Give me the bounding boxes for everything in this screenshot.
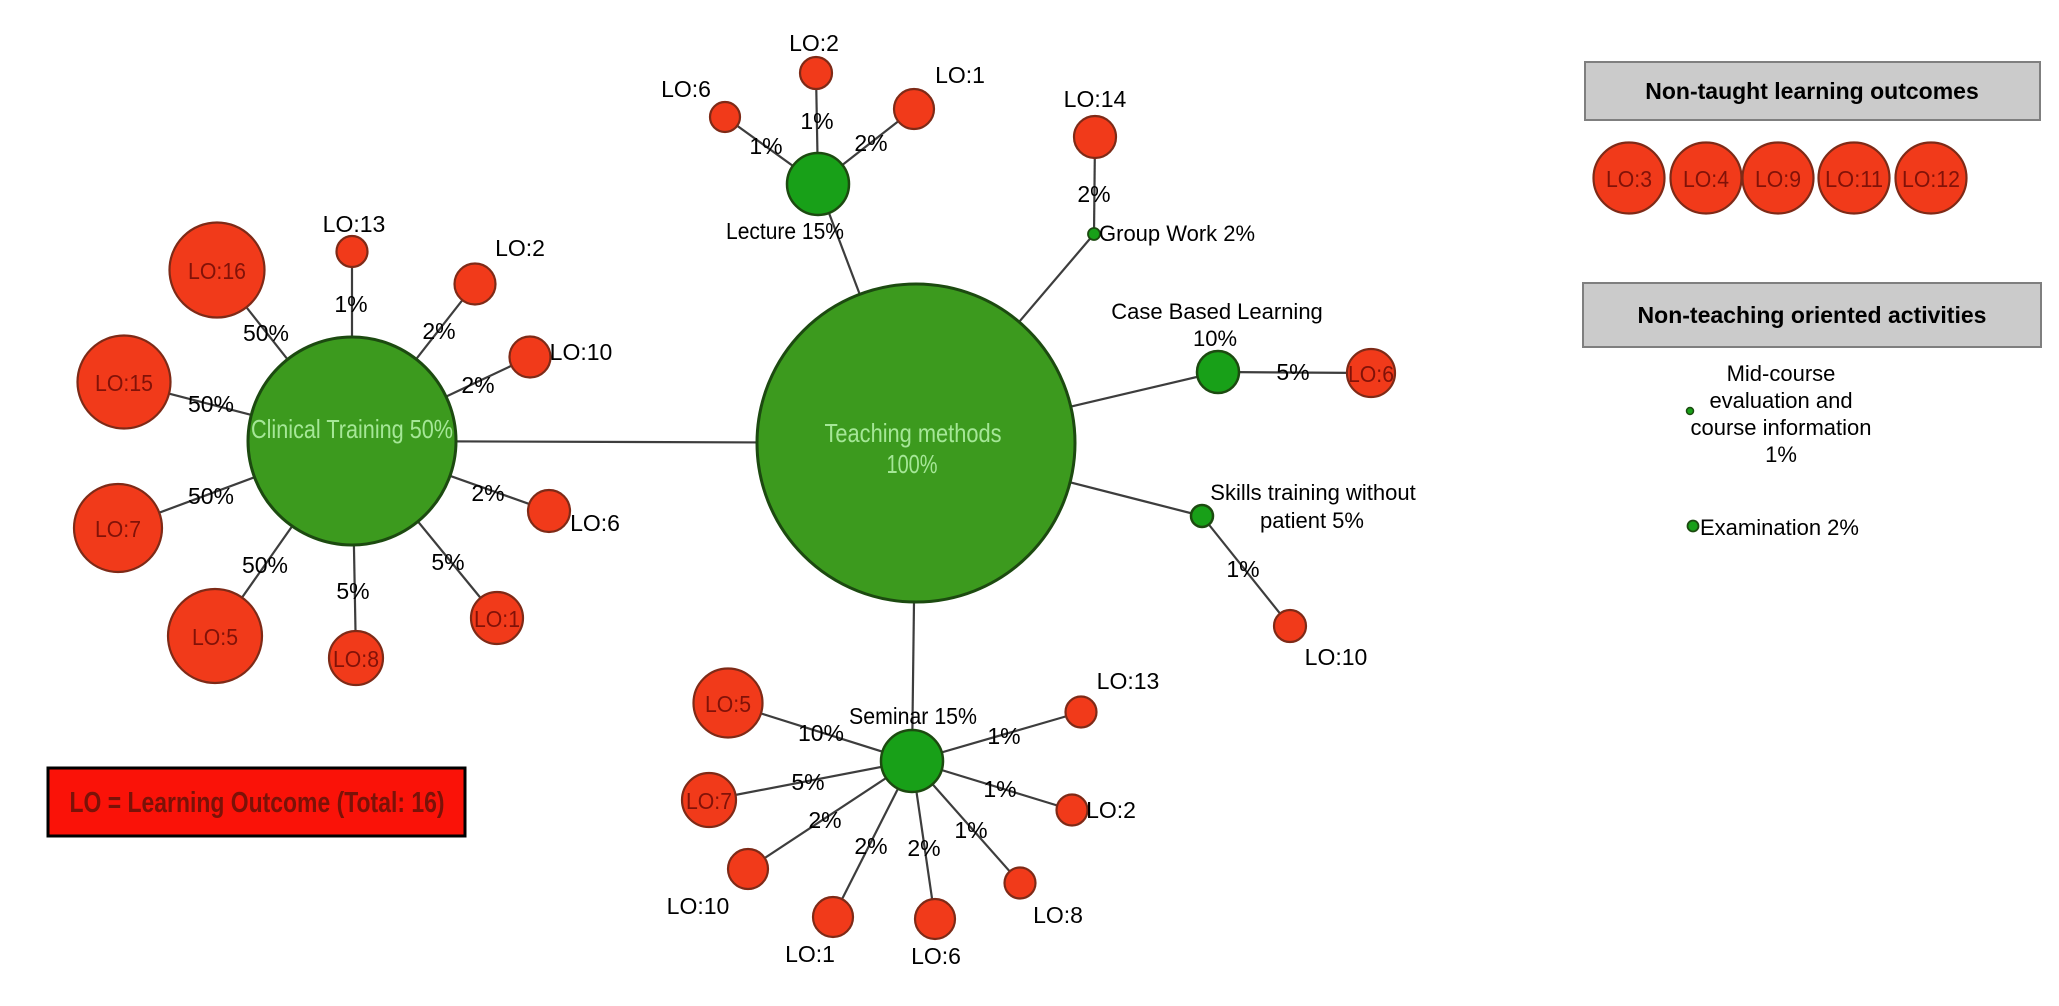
svg-text:2%: 2% bbox=[422, 318, 455, 344]
svg-text:LO:6: LO:6 bbox=[1348, 361, 1394, 387]
svg-text:50%: 50% bbox=[243, 320, 289, 346]
svg-text:LO:10: LO:10 bbox=[1305, 644, 1368, 670]
svg-text:1%: 1% bbox=[1226, 556, 1259, 582]
svg-text:LO:13: LO:13 bbox=[323, 211, 386, 237]
svg-text:Non-taught learning outcomes: Non-taught learning outcomes bbox=[1645, 78, 1979, 104]
svg-text:LO:5: LO:5 bbox=[705, 691, 751, 717]
svg-text:5%: 5% bbox=[336, 578, 369, 604]
svg-text:10%: 10% bbox=[1193, 326, 1237, 351]
svg-text:LO:11: LO:11 bbox=[1825, 166, 1883, 192]
svg-text:LO:2: LO:2 bbox=[789, 30, 839, 56]
svg-text:LO:4: LO:4 bbox=[1683, 166, 1729, 192]
svg-text:LO:5: LO:5 bbox=[192, 624, 238, 650]
svg-text:LO:9: LO:9 bbox=[1755, 166, 1801, 192]
svg-text:LO:10: LO:10 bbox=[667, 893, 730, 919]
svg-text:100%: 100% bbox=[887, 449, 938, 479]
svg-text:2%: 2% bbox=[1077, 181, 1110, 207]
svg-text:10%: 10% bbox=[798, 720, 844, 746]
svg-text:LO:6: LO:6 bbox=[661, 76, 711, 102]
svg-text:LO:8: LO:8 bbox=[333, 646, 379, 672]
svg-text:LO:7: LO:7 bbox=[686, 788, 732, 814]
svg-text:5%: 5% bbox=[791, 769, 824, 795]
svg-text:LO:1: LO:1 bbox=[785, 941, 835, 967]
svg-text:LO:6: LO:6 bbox=[911, 943, 961, 969]
svg-text:Clinical Training 50%: Clinical Training 50% bbox=[251, 414, 453, 444]
svg-text:Teaching methods: Teaching methods bbox=[825, 418, 1002, 448]
svg-text:50%: 50% bbox=[188, 391, 234, 417]
svg-text:LO = Learning Outcome (Total:: LO = Learning Outcome (Total: 16) bbox=[70, 787, 445, 819]
svg-text:1%: 1% bbox=[987, 723, 1020, 749]
svg-text:Mid-course: Mid-course bbox=[1727, 361, 1836, 386]
svg-text:50%: 50% bbox=[242, 552, 288, 578]
svg-text:50%: 50% bbox=[188, 483, 234, 509]
svg-text:Skills training without: Skills training without bbox=[1210, 480, 1415, 505]
svg-text:2%: 2% bbox=[854, 833, 887, 859]
svg-text:course information: course information bbox=[1691, 415, 1872, 440]
svg-text:LO:13: LO:13 bbox=[1097, 668, 1160, 694]
svg-text:LO:15: LO:15 bbox=[95, 370, 153, 396]
svg-text:1%: 1% bbox=[1765, 442, 1797, 467]
svg-text:LO:1: LO:1 bbox=[935, 62, 985, 88]
svg-text:Non-teaching oriented activiti: Non-teaching oriented activities bbox=[1638, 302, 1987, 328]
svg-text:2%: 2% bbox=[471, 480, 504, 506]
svg-text:LO:14: LO:14 bbox=[1064, 86, 1127, 112]
svg-text:LO:6: LO:6 bbox=[570, 510, 620, 536]
svg-text:Lecture 15%: Lecture 15% bbox=[726, 218, 844, 244]
svg-text:patient 5%: patient 5% bbox=[1260, 508, 1364, 533]
svg-text:Examination 2%: Examination 2% bbox=[1700, 515, 1859, 540]
svg-text:1%: 1% bbox=[954, 817, 987, 843]
svg-text:LO:12: LO:12 bbox=[1902, 166, 1960, 192]
svg-text:2%: 2% bbox=[907, 835, 940, 861]
svg-text:1%: 1% bbox=[800, 108, 833, 134]
svg-text:2%: 2% bbox=[854, 130, 887, 156]
svg-text:5%: 5% bbox=[431, 549, 464, 575]
svg-text:1%: 1% bbox=[334, 291, 367, 317]
svg-text:LO:2: LO:2 bbox=[1086, 797, 1136, 823]
svg-text:2%: 2% bbox=[808, 807, 841, 833]
svg-text:LO:16: LO:16 bbox=[188, 258, 246, 284]
svg-text:LO:10: LO:10 bbox=[550, 339, 613, 365]
svg-text:LO:7: LO:7 bbox=[95, 516, 141, 542]
svg-text:LO:1: LO:1 bbox=[474, 606, 520, 632]
svg-text:LO:2: LO:2 bbox=[495, 235, 545, 261]
svg-text:2%: 2% bbox=[461, 372, 494, 398]
svg-text:5%: 5% bbox=[1276, 359, 1309, 385]
svg-text:1%: 1% bbox=[749, 133, 782, 159]
svg-text:LO:8: LO:8 bbox=[1033, 902, 1083, 928]
svg-text:LO:3: LO:3 bbox=[1606, 166, 1652, 192]
svg-text:Seminar 15%: Seminar 15% bbox=[849, 703, 977, 729]
svg-text:Group Work 2%: Group Work 2% bbox=[1099, 221, 1255, 246]
svg-text:evaluation and: evaluation and bbox=[1709, 388, 1852, 413]
svg-text:1%: 1% bbox=[983, 776, 1016, 802]
svg-text:Case Based Learning: Case Based Learning bbox=[1111, 299, 1323, 324]
